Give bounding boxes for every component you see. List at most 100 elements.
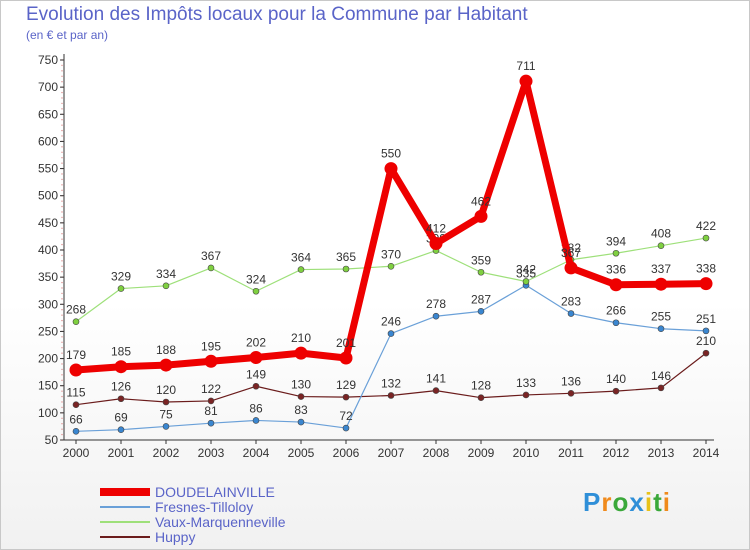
- data-point: [429, 236, 443, 250]
- data-point: [117, 426, 125, 433]
- data-point: [117, 395, 125, 403]
- x-tick-label: 2009: [468, 446, 495, 460]
- data-label: 246: [381, 315, 401, 329]
- logo-letter: r: [601, 487, 613, 517]
- y-minor-tick: [61, 423, 63, 425]
- y-minor-tick: [61, 102, 63, 105]
- data-label: 412: [426, 221, 446, 235]
- data-label: 283: [561, 295, 581, 309]
- legend-label: Vaux-Marquenneville: [155, 514, 286, 530]
- data-point: [162, 398, 170, 406]
- data-point: [69, 363, 83, 377]
- data-point: [207, 397, 215, 405]
- y-tick-label: 250: [38, 324, 58, 338]
- data-label: 335: [516, 266, 536, 280]
- y-minor-tick: [61, 243, 63, 246]
- y-minor-tick: [61, 124, 63, 126]
- data-label: 132: [381, 376, 401, 390]
- data-point: [339, 351, 353, 365]
- data-label: 86: [249, 401, 263, 415]
- data-label: 359: [471, 253, 491, 267]
- x-tick-label: 2011: [558, 446, 584, 460]
- x-tick-label: 2014: [693, 446, 720, 460]
- data-label: 462: [471, 194, 491, 208]
- y-minor-tick: [61, 119, 63, 121]
- y-tick-label: 600: [38, 134, 58, 148]
- data-point: [702, 349, 710, 357]
- y-tick-label: 500: [38, 189, 58, 203]
- data-point: [387, 262, 395, 270]
- data-point: [252, 417, 260, 424]
- y-minor-tick: [61, 129, 63, 132]
- y-minor-tick: [61, 91, 63, 94]
- data-point: [699, 277, 713, 291]
- x-tick-label: 2001: [108, 446, 135, 460]
- y-minor-tick: [61, 81, 63, 83]
- data-point: [522, 278, 530, 285]
- data-label: 115: [66, 386, 85, 400]
- y-minor-tick: [61, 184, 63, 186]
- data-label: 268: [66, 303, 86, 317]
- y-tick-label: 650: [38, 107, 58, 121]
- series-doudelainville: 179 185 188 195 202 210 201 550 412 462 711 367 336 3…: [66, 59, 716, 377]
- y-minor-tick: [61, 395, 63, 398]
- y-minor-tick: [61, 281, 63, 284]
- x-tick-label: 2006: [333, 446, 360, 460]
- y-minor-tick: [61, 146, 63, 148]
- data-point: [702, 234, 710, 242]
- y-minor-tick: [61, 157, 63, 159]
- y-minor-tick: [61, 151, 63, 153]
- data-label: 210: [696, 334, 716, 348]
- data-point: [612, 319, 620, 327]
- data-label: 185: [111, 345, 131, 359]
- y-minor-tick: [61, 390, 63, 392]
- data-point: [564, 261, 578, 275]
- data-label: 130: [291, 378, 311, 392]
- data-point: [297, 393, 305, 400]
- data-point: [477, 394, 485, 401]
- y-minor-tick: [61, 352, 63, 354]
- y-tick-label: 300: [38, 297, 58, 311]
- data-point: [474, 209, 488, 223]
- logo-letter: i: [662, 487, 671, 517]
- logo-letter: t: [653, 487, 663, 517]
- logo-letter: i: [644, 487, 654, 517]
- data-point: [249, 350, 263, 364]
- data-label: 81: [204, 404, 218, 418]
- data-point: [519, 74, 533, 88]
- data-point: [384, 162, 398, 176]
- data-point: [207, 264, 215, 272]
- data-label: 278: [426, 297, 446, 311]
- data-label: 337: [651, 262, 671, 276]
- y-minor-tick: [61, 336, 63, 338]
- legend-label: Fresnes-Tilloloy: [155, 499, 254, 515]
- data-label: 66: [69, 412, 83, 426]
- data-label: 72: [339, 409, 353, 423]
- y-minor-tick: [61, 314, 63, 316]
- y-minor-tick: [61, 406, 63, 409]
- data-label: 255: [651, 310, 671, 324]
- data-point: [207, 419, 215, 427]
- y-tick-label: 150: [38, 379, 58, 393]
- data-point: [162, 282, 170, 290]
- data-point: [72, 401, 80, 409]
- y-minor-tick: [61, 70, 63, 72]
- data-label: 120: [156, 383, 176, 397]
- data-label: 338: [696, 262, 716, 276]
- data-label: 122: [201, 382, 221, 396]
- data-label: 370: [381, 247, 401, 261]
- x-tick-label: 2013: [648, 446, 675, 460]
- x-tick-label: 2002: [153, 446, 180, 460]
- y-minor-tick: [61, 75, 63, 77]
- data-point: [159, 358, 173, 372]
- data-point: [477, 268, 485, 276]
- data-label: 179: [66, 348, 86, 362]
- data-point: [294, 346, 308, 360]
- y-minor-tick: [61, 233, 63, 235]
- legend-swatch: [100, 536, 150, 538]
- y-tick-label: 550: [38, 162, 58, 176]
- y-minor-tick: [61, 433, 63, 436]
- data-label: 188: [156, 343, 176, 357]
- data-label: 394: [606, 234, 626, 248]
